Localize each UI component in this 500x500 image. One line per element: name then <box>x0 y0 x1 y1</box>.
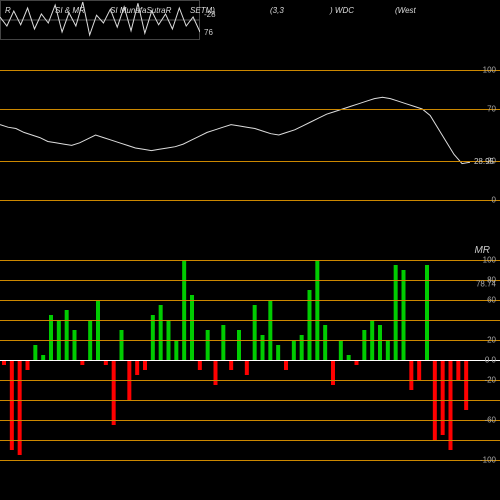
mini-label: 76 <box>204 28 213 37</box>
gridline <box>0 360 500 361</box>
mini-label: -28 <box>204 10 216 19</box>
axis-label: 70 <box>487 105 496 114</box>
mini-line-chart <box>0 0 200 40</box>
gridline <box>0 380 500 381</box>
gridline <box>0 400 500 401</box>
header-label: ) WDC <box>330 6 354 15</box>
rsi-current-value: 28.95 <box>474 157 494 166</box>
axis-label: -20 <box>484 376 496 385</box>
axis-label: 60 <box>487 296 496 305</box>
gridline <box>0 70 500 71</box>
gridline <box>0 161 500 162</box>
rsi-panel: 0307010028.95 <box>0 70 500 200</box>
gridline <box>0 460 500 461</box>
mr-panel: MR -100-60-200 0206078.7480100 <box>0 260 500 460</box>
axis-label: 100 <box>483 66 496 75</box>
axis-label: 80 <box>487 276 496 285</box>
axis-label: 20 <box>487 336 496 345</box>
rsi-line-chart <box>0 70 500 200</box>
gridline <box>0 340 500 341</box>
gridline <box>0 200 500 201</box>
header-label: (West <box>395 6 416 15</box>
axis-label: 0 <box>492 196 496 205</box>
axis-label: -100 <box>480 456 496 465</box>
gridline <box>0 280 500 281</box>
axis-label: -60 <box>484 416 496 425</box>
axis-label: 100 <box>483 256 496 265</box>
gridline <box>0 440 500 441</box>
gridline <box>0 320 500 321</box>
gridline <box>0 109 500 110</box>
gridline <box>0 300 500 301</box>
gridline <box>0 260 500 261</box>
mr-title: MR <box>474 245 490 256</box>
gridline <box>0 420 500 421</box>
axis-label: 0 0 <box>485 356 496 365</box>
mini-panel: -2876 <box>0 0 200 40</box>
header-label: (3,3 <box>270 6 284 15</box>
